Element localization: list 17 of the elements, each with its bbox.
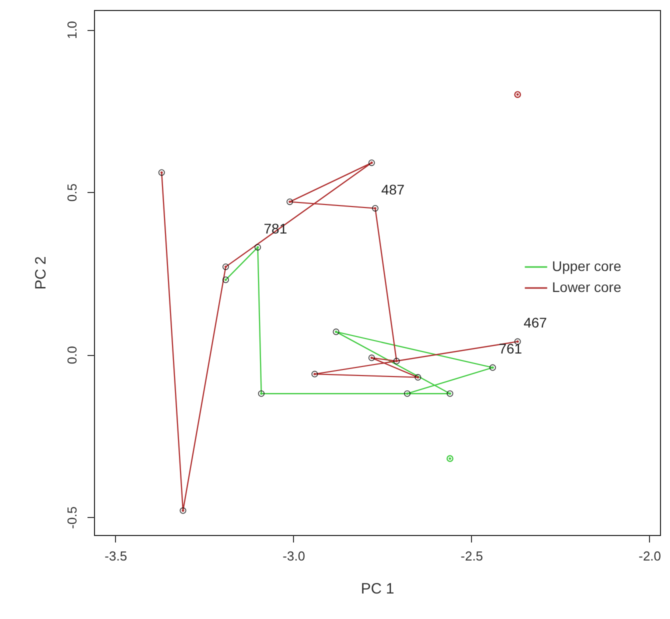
y-tick-label: -0.5 [64,506,80,529]
y-tick-label: 0.5 [64,184,80,202]
legend-label: Upper core [552,258,622,274]
y-tick-label: 0.0 [64,346,80,364]
legend-label: Lower core [552,279,622,295]
x-tick-label: -3.5 [104,548,128,564]
point [514,91,522,98]
y-tick-label: 1.0 [64,20,80,40]
x-tick-label: -2.0 [638,548,662,564]
y-axis-title: PC 2 [32,256,50,290]
x-tick-label: -3.0 [282,548,306,564]
point [446,455,454,462]
annotation: 761 [498,340,522,357]
x-tick-label: -2.5 [460,548,484,564]
annotation: 467 [524,314,548,331]
annotation: 487 [381,181,405,198]
x-axis-title: PC 1 [360,580,394,598]
